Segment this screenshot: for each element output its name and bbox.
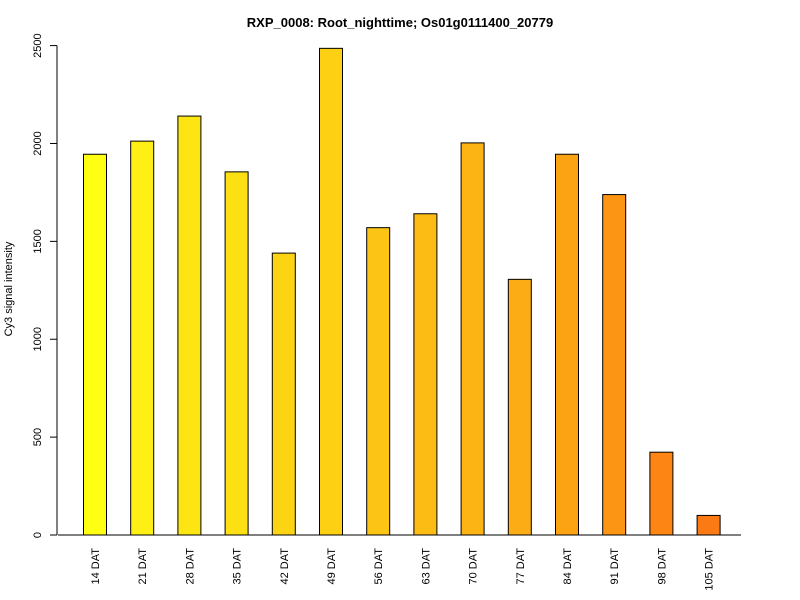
bar (696, 514, 721, 536)
bar (177, 115, 202, 536)
y-tick-label: 2500 (32, 33, 44, 57)
bars (83, 47, 721, 536)
x-tick-label: 21 DAT (137, 548, 149, 585)
bar (413, 213, 438, 536)
x-tick-label: 105 DAT (704, 548, 716, 591)
bar (271, 252, 296, 536)
x-tick-label: 42 DAT (279, 548, 291, 585)
bar (507, 278, 532, 536)
x-axis-labels: 14 DAT 21 DAT 28 DAT 35 DAT 42 DAT 49 DAT 56 D… (90, 548, 716, 591)
bar (602, 194, 627, 536)
y-tick-label: 2000 (32, 131, 44, 155)
bar (649, 451, 674, 536)
x-tick-label: 63 DAT (420, 548, 432, 585)
bar (366, 227, 391, 536)
x-tick-label: 91 DAT (609, 548, 621, 585)
x-tick-label: 49 DAT (326, 548, 338, 585)
bar (555, 153, 579, 536)
x-tick-label: 56 DAT (373, 548, 385, 585)
x-tick-label: 77 DAT (515, 548, 527, 585)
bar (130, 140, 155, 536)
x-tick-label: 98 DAT (656, 548, 668, 585)
y-tick-label: 1000 (32, 327, 44, 351)
y-tick-label: 1500 (32, 229, 44, 253)
x-tick-label: 70 DAT (468, 548, 480, 585)
x-tick-label: 14 DAT (90, 548, 102, 585)
chart-title: RXP_0008: Root_nighttime; Os01g0111400_2… (247, 15, 553, 30)
y-tick-label: 0 (32, 532, 44, 538)
y-axis: 0 500 1000 1500 2000 2500 (32, 33, 58, 538)
y-axis-label: Cy3 signal intensity (3, 241, 15, 336)
bar (224, 171, 249, 536)
bar (460, 142, 485, 536)
bar (319, 47, 343, 536)
y-tick-label: 500 (32, 428, 44, 446)
x-tick-label: 28 DAT (184, 548, 196, 585)
bar (83, 153, 107, 536)
x-tick-label: 35 DAT (232, 548, 244, 585)
x-tick-label: 84 DAT (562, 548, 574, 585)
